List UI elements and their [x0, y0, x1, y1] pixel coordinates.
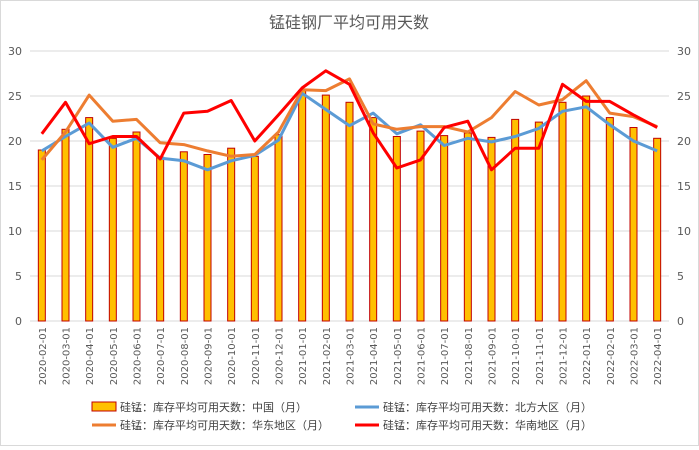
x-tick-label: 2020-03-01: [62, 327, 73, 385]
bar: [558, 101, 567, 322]
bar: [250, 155, 259, 322]
y-tick-label-right: 0: [677, 315, 684, 328]
bar: [653, 137, 662, 322]
y-tick-label-right: 5: [677, 270, 684, 283]
y-tick-label-right: 20: [677, 135, 691, 148]
x-tick-label: 2020-02-01: [38, 327, 49, 385]
bar: [511, 118, 520, 322]
x-tick-label: 2021-04-01: [369, 327, 380, 385]
x-tick-label: 2020-08-01: [180, 327, 191, 385]
y-tick-label-left: 0: [15, 315, 22, 328]
bar: [61, 128, 70, 322]
y-tick-label-left: 30: [8, 45, 22, 58]
y-tick-label-left: 20: [8, 135, 22, 148]
legend-label: 硅锰：库存平均可用天数：华东地区（月）: [120, 418, 329, 432]
x-tick-label: 2022-03-01: [630, 327, 641, 385]
y-tick-label-right: 15: [677, 180, 691, 193]
bar: [321, 94, 330, 322]
bar: [345, 101, 354, 322]
line-series-path: [40, 69, 658, 172]
x-tick-label: 2021-02-01: [322, 327, 333, 385]
legend-label: 硅锰：库存平均可用天数：中国（月）: [120, 400, 307, 414]
legend-label: 硅锰：库存平均可用天数：华南地区（月）: [383, 418, 592, 432]
legend: 硅锰：库存平均可用天数：中国（月） 硅锰：库存平均可用天数：北方大区（月） 硅锰：库…: [91, 400, 592, 432]
y-tick-label-left: 10: [8, 225, 22, 238]
bar: [440, 135, 449, 322]
x-tick-label: 2020-10-01: [227, 327, 238, 385]
x-tick-label: 2020-11-01: [251, 327, 262, 385]
y-tick-label-left: 5: [15, 270, 22, 283]
x-tick-label: 2021-03-01: [346, 327, 357, 385]
y-tick-label-right: 10: [677, 225, 691, 238]
bar: [605, 117, 614, 322]
bar: [582, 95, 591, 322]
bar: [37, 149, 46, 322]
bar: [108, 137, 117, 322]
bar: [392, 136, 401, 322]
x-tick-label: 2020-04-01: [85, 327, 96, 385]
bar: [156, 156, 165, 322]
bar: [274, 134, 283, 322]
x-tick-label: 2020-06-01: [133, 327, 144, 385]
bar: [227, 147, 236, 322]
x-tick-label: 2021-09-01: [488, 327, 499, 385]
x-tick-label: 2021-08-01: [464, 327, 475, 385]
bar: [203, 154, 212, 322]
bar: [534, 121, 543, 322]
line-series: [40, 69, 658, 172]
x-tick-label: 2022-02-01: [606, 327, 617, 385]
x-tick-label: 2021-10-01: [511, 327, 522, 385]
bar: [629, 127, 638, 322]
x-tick-label: 2021-01-01: [298, 327, 309, 385]
x-tick-label: 2021-05-01: [393, 327, 404, 385]
y-tick-label-right: 30: [677, 45, 691, 58]
legend-swatch: [91, 401, 117, 412]
bar: [298, 90, 307, 322]
axes: 0 0 5 5 10 10 15 15 20 20 25 25 30 30 2020-02-01 2020-0…: [8, 45, 691, 385]
x-tick-label: 2021-11-01: [535, 327, 546, 385]
bar: [416, 130, 425, 322]
x-tick-label: 2021-06-01: [417, 327, 428, 385]
bar: [369, 117, 378, 322]
x-tick-label: 2020-05-01: [109, 327, 120, 385]
x-tick-label: 2022-01-01: [582, 327, 593, 385]
x-tick-label: 2020-09-01: [204, 327, 215, 385]
bar: [179, 151, 188, 322]
y-tick-label-left: 15: [8, 180, 22, 193]
bar: [487, 136, 496, 322]
x-tick-label: 2021-12-01: [559, 327, 570, 385]
bar: [463, 132, 472, 322]
y-tick-label-left: 25: [8, 90, 22, 103]
x-tick-label: 2020-12-01: [275, 327, 286, 385]
bar: [132, 131, 141, 322]
legend-label: 硅锰：库存平均可用天数：北方大区（月）: [383, 400, 592, 414]
chart-title: 锰硅钢厂平均可用天数: [269, 13, 429, 32]
y-tick-label-right: 25: [677, 90, 691, 103]
x-tick-label: 2022-04-01: [653, 327, 664, 385]
x-tick-label: 2021-07-01: [440, 327, 451, 385]
x-tick-label: 2020-07-01: [156, 327, 167, 385]
bar: [85, 117, 94, 322]
